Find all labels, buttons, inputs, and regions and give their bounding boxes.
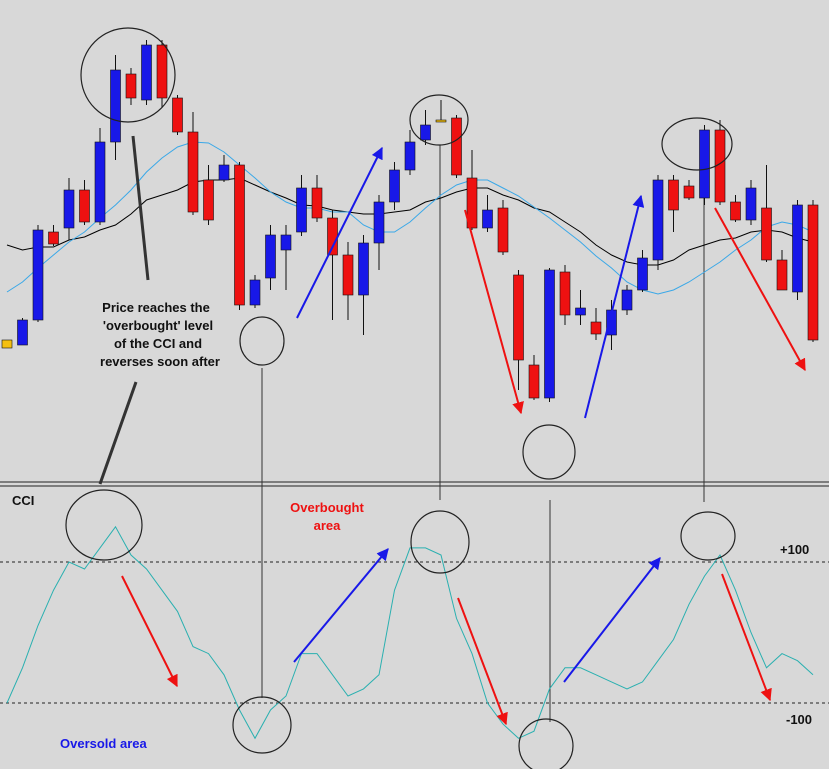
level-minus-100-label: -100: [786, 712, 812, 727]
annotation-line-1: Price reaches the: [102, 300, 210, 315]
candle-body: [637, 257, 648, 291]
highlight-circle: [409, 94, 469, 146]
candle-body: [32, 229, 44, 321]
down-arrow: [721, 573, 772, 702]
candle-body: [513, 274, 524, 361]
overbought-label-2: area: [314, 518, 342, 533]
candle-body: [373, 201, 385, 244]
down-arrow: [464, 209, 524, 415]
cci-line: [6, 525, 814, 740]
candle-body: [544, 269, 555, 399]
candle-body: [156, 44, 168, 99]
candle-body: [203, 179, 214, 221]
candle-body: [327, 217, 338, 256]
annotation-line-4: reverses soon after: [100, 354, 220, 369]
annotation-line-2: 'overbought' level: [103, 318, 213, 333]
annotation-line-3: of the CCI and: [114, 336, 202, 351]
callout-pointer: [98, 381, 138, 485]
candle-body: [451, 117, 462, 176]
ma-fast-line: [6, 141, 814, 295]
candle-body: [420, 124, 431, 141]
candle-body: [125, 73, 137, 99]
candle-body: [807, 204, 819, 341]
candle-body: [404, 141, 416, 171]
candle-body: [389, 169, 400, 203]
candle-body: [342, 254, 354, 296]
candle-body: [1, 339, 13, 349]
candle-body: [652, 179, 664, 261]
candle-body: [621, 289, 633, 311]
candle-body: [482, 209, 493, 229]
indicator-title: CCI: [12, 493, 34, 508]
candle-body: [218, 164, 230, 181]
callout-pointer: [131, 135, 150, 281]
up-arrow: [293, 548, 389, 663]
candle-body: [776, 259, 788, 291]
candle-body: [17, 319, 28, 346]
candle-body: [187, 131, 199, 213]
candle-body: [699, 129, 710, 199]
up-arrow: [584, 194, 645, 419]
highlight-circle: [518, 718, 574, 769]
candle-body: [528, 364, 540, 399]
candle-body: [110, 69, 121, 143]
candle-body: [311, 187, 323, 219]
candle-body: [730, 201, 741, 221]
candle-body: [792, 204, 803, 293]
candle-body: [761, 207, 772, 261]
highlight-circle: [661, 117, 733, 171]
candle-body: [48, 231, 59, 245]
candle-body: [466, 177, 478, 229]
candle-body: [358, 242, 369, 296]
candle-body: [497, 207, 509, 253]
highlight-circle: [522, 424, 576, 480]
candle-body: [172, 97, 183, 133]
highlight-circle: [239, 316, 285, 366]
candle-body: [683, 185, 695, 199]
highlight-circle: [410, 510, 470, 574]
candle-body: [79, 189, 90, 223]
down-arrow: [714, 207, 806, 372]
candle-body: [559, 271, 571, 316]
oversold-label: Oversold area: [60, 736, 147, 751]
candle-body: [234, 164, 245, 306]
candle-body: [668, 179, 679, 211]
candle-body: [590, 321, 602, 335]
level-plus-100-label: +100: [780, 542, 809, 557]
candle-body: [296, 187, 307, 233]
down-arrow: [457, 597, 508, 726]
candle-body: [435, 119, 447, 123]
up-arrow: [563, 557, 661, 683]
candle-body: [575, 307, 586, 316]
candle-body: [265, 234, 276, 279]
down-arrow: [121, 575, 178, 688]
highlight-circle: [65, 489, 143, 561]
candle-body: [63, 189, 75, 229]
candle-body: [745, 187, 757, 221]
highlight-circle: [232, 696, 292, 754]
highlight-circle: [80, 27, 176, 123]
candle-body: [141, 44, 152, 101]
candle-body: [249, 279, 261, 306]
overbought-label-1: Overbought: [290, 500, 364, 515]
up-arrow: [296, 146, 383, 319]
highlight-circle: [680, 511, 736, 561]
candle-body: [94, 141, 106, 223]
candle-body: [280, 234, 292, 251]
